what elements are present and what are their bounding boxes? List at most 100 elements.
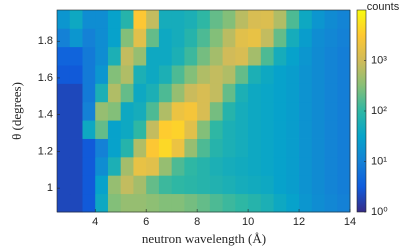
heatmap-cell (324, 65, 338, 84)
heatmap-cell (337, 83, 351, 103)
heatmap-cell (133, 65, 147, 84)
heatmap-cell (222, 28, 236, 48)
heatmap-cell (171, 10, 185, 29)
x-tick-label: 14 (344, 216, 356, 228)
heatmap-cell (133, 193, 147, 213)
heatmap-cell (171, 83, 185, 103)
heatmap-cell (82, 156, 96, 176)
heatmap-cell (299, 65, 313, 84)
heatmap-cell (235, 120, 249, 139)
heatmap-cell (120, 65, 134, 84)
heatmap-cell (311, 83, 325, 103)
heatmap-cell (197, 175, 211, 195)
heatmap-cell (158, 156, 173, 176)
heatmap-cell (82, 65, 96, 84)
x-tick-label: 12 (293, 216, 305, 228)
heatmap-cell (209, 193, 224, 213)
heatmap-cell (184, 46, 198, 66)
heatmap-cell (260, 101, 274, 121)
heatmap-cell (324, 46, 338, 66)
plot-frame (56, 9, 351, 213)
heatmap-cell (337, 65, 351, 84)
heatmap-cell (260, 156, 274, 176)
heatmap-cell (222, 193, 236, 213)
heatmap-cell (299, 83, 313, 103)
heatmap-cell (260, 65, 274, 84)
heatmap-cell (158, 101, 173, 121)
heatmap-cell (158, 120, 173, 139)
heatmap-cell (107, 101, 122, 121)
heatmap-cell (235, 101, 249, 121)
heatmap-cell (184, 175, 198, 195)
heatmap-cell (286, 175, 300, 195)
heatmap-cell (82, 120, 96, 139)
heatmap-cell (197, 101, 211, 121)
heatmap-cell (120, 10, 134, 29)
heatmap-cell (235, 83, 249, 103)
heatmap-cell (171, 65, 185, 84)
heatmap-cell (209, 175, 224, 195)
heatmap-cell (133, 101, 147, 121)
heatmap-cell (107, 193, 122, 213)
heatmap-cell (133, 156, 147, 176)
heatmap-cell (324, 83, 338, 103)
heatmap-cell (158, 175, 173, 195)
heatmap-cell (57, 175, 71, 195)
heatmap-cell (273, 65, 287, 84)
heatmap-cell (248, 28, 262, 48)
heatmap-cell (235, 156, 249, 176)
heatmap-cell (286, 120, 300, 139)
heatmap-cell (197, 193, 211, 213)
heatmap-cell (197, 120, 211, 139)
heatmap-cell (299, 10, 313, 29)
x-tick-label: 8 (194, 216, 200, 228)
heatmap-cell (146, 138, 160, 158)
heatmap-cell (107, 138, 122, 158)
heatmap-cell (222, 10, 236, 29)
heatmap-cell (286, 193, 300, 213)
heatmap-cell (158, 65, 173, 84)
heatmap-cell (57, 101, 71, 121)
heatmap-cell (171, 120, 185, 139)
heatmap-cell (82, 193, 96, 213)
heatmap-cell (260, 46, 274, 66)
heatmap-cell (69, 101, 83, 121)
heatmap-cell (311, 65, 325, 84)
heatmap-cell (133, 138, 147, 158)
heatmap-cell (82, 28, 96, 48)
heatmap-cell (311, 175, 325, 195)
heatmap-cell (248, 46, 262, 66)
heatmap-cell (146, 46, 160, 66)
colorbar-tick-label: 10² (371, 105, 387, 117)
heatmap-cell (120, 28, 134, 48)
heatmap-cell (95, 156, 109, 176)
heatmap-cell (248, 65, 262, 84)
heatmap-cell (82, 83, 96, 103)
y-tick-label: 1.2 (38, 145, 53, 157)
heatmap-cell (324, 101, 338, 121)
heatmap-cell (222, 175, 236, 195)
heatmap-cell (171, 46, 185, 66)
heatmap-cell (69, 138, 83, 158)
heatmap-cell (311, 101, 325, 121)
heatmap-cell (286, 156, 300, 176)
heatmap-cell (120, 83, 134, 103)
heatmap-cell (57, 193, 71, 213)
heatmap-cell (107, 46, 122, 66)
heatmap-cell (337, 175, 351, 195)
heatmap-cell (146, 156, 160, 176)
heatmap-cell (235, 175, 249, 195)
heatmap-cell (95, 65, 109, 84)
heatmap-cell (299, 138, 313, 158)
heatmap-cell (197, 10, 211, 29)
heatmap-cell (158, 46, 173, 66)
heatmap-cell (69, 175, 83, 195)
heatmap-cell (273, 101, 287, 121)
heatmap-cell (107, 120, 122, 139)
heatmap-cell (158, 28, 173, 48)
heatmap-cell (120, 138, 134, 158)
heatmap-cell (197, 83, 211, 103)
heatmap-cell (82, 10, 96, 29)
heatmap-cell (324, 193, 338, 213)
heatmap-cell (95, 46, 109, 66)
